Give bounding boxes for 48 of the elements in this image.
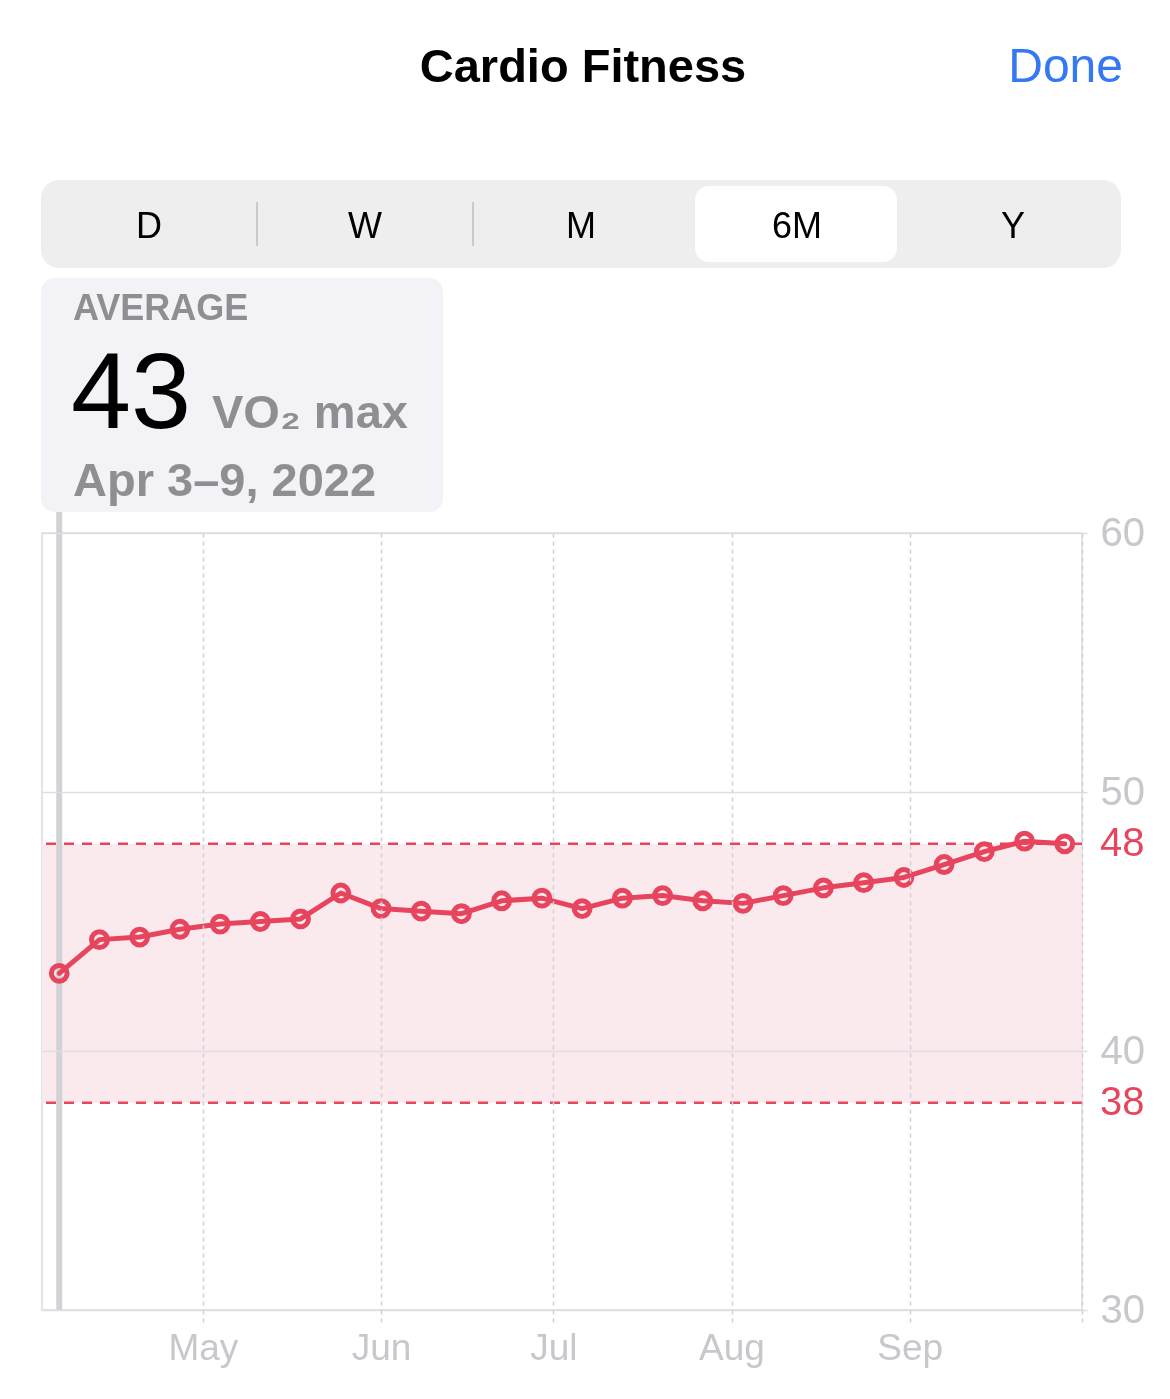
x-tick-label: Aug: [699, 1326, 765, 1368]
y-tick-label: 40: [1100, 1027, 1145, 1072]
chart-title: Cardio Fitness: [419, 39, 747, 92]
point: [893, 867, 915, 888]
point: [1054, 833, 1076, 855]
point: [330, 882, 352, 904]
text: D: [136, 205, 162, 246]
point: [571, 898, 593, 919]
point: [813, 877, 834, 899]
ref-line-label: 48: [1100, 819, 1145, 864]
text: Apr 3–9, 2022: [73, 453, 377, 506]
point: [169, 918, 191, 940]
point: [973, 841, 995, 862]
x-tick-label: May: [168, 1326, 239, 1368]
text: Y: [1000, 205, 1026, 246]
point: [772, 885, 794, 906]
point: [732, 892, 754, 914]
point: [531, 887, 553, 909]
point: [853, 872, 875, 894]
x-tick-label: Jun: [351, 1326, 412, 1368]
point: [290, 908, 311, 930]
text: 6M: [771, 205, 823, 246]
text: Done: [1008, 39, 1123, 92]
text: M: [566, 205, 596, 246]
point: [652, 885, 673, 906]
point: [129, 926, 151, 948]
y-tick-label: 50: [1100, 768, 1145, 813]
point: [249, 911, 271, 932]
text: VO₂ max: [212, 385, 408, 438]
point: [89, 929, 110, 951]
point: [410, 900, 432, 922]
text: W: [348, 205, 383, 246]
point: [48, 962, 70, 984]
text: 43: [71, 330, 192, 451]
point: [1014, 830, 1035, 852]
point: [692, 890, 714, 912]
point: [491, 890, 513, 912]
y-tick-label: 60: [1100, 509, 1145, 554]
x-tick-label: Jul: [530, 1326, 578, 1368]
x-tick-label: Sep: [877, 1326, 944, 1368]
text: AVERAGE: [73, 287, 249, 328]
point: [933, 854, 955, 875]
point: [209, 913, 231, 935]
point: [451, 903, 472, 925]
point: [370, 898, 392, 919]
y-tick-label: 30: [1100, 1286, 1145, 1331]
point: [611, 887, 633, 909]
ref-line-label: 38: [1100, 1078, 1145, 1123]
